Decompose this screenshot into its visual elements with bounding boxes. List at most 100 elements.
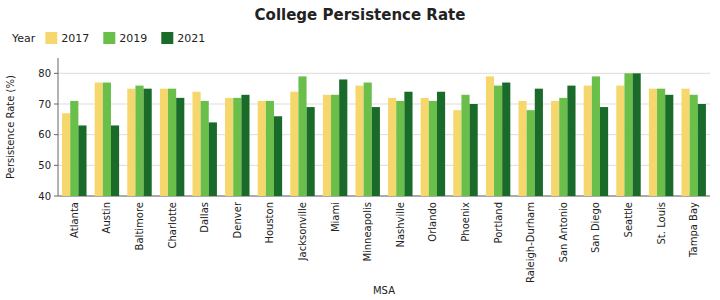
grid-line bbox=[58, 165, 710, 166]
bar bbox=[535, 89, 543, 196]
bar bbox=[339, 79, 347, 196]
bar bbox=[698, 104, 706, 196]
bar bbox=[95, 83, 103, 196]
grid-line bbox=[58, 104, 710, 105]
bar bbox=[429, 101, 437, 196]
bar bbox=[633, 73, 641, 196]
category-label: Denver bbox=[232, 201, 243, 238]
category-label: Portland bbox=[493, 202, 504, 243]
legend: Year 2017 2019 2021 bbox=[11, 32, 205, 45]
bar bbox=[144, 89, 152, 196]
bar bbox=[78, 125, 86, 196]
y-axis-line bbox=[58, 58, 59, 196]
legend-label: 2017 bbox=[61, 32, 89, 45]
legend-title: Year bbox=[11, 32, 36, 45]
category-label: St. Louis bbox=[656, 202, 667, 244]
bar bbox=[616, 86, 624, 196]
category-label: Seattle bbox=[623, 202, 634, 237]
bar bbox=[559, 98, 567, 196]
tick-mark bbox=[54, 104, 58, 105]
bar bbox=[201, 101, 209, 196]
bar bbox=[592, 76, 600, 196]
bar bbox=[70, 101, 78, 196]
bar bbox=[298, 76, 306, 196]
bar bbox=[176, 98, 184, 196]
bar bbox=[274, 116, 282, 196]
bar bbox=[518, 101, 526, 196]
category-label: Atlanta bbox=[69, 202, 80, 238]
bar bbox=[502, 83, 510, 196]
bar bbox=[624, 73, 632, 196]
tick-mark bbox=[54, 73, 58, 74]
bar bbox=[307, 107, 315, 196]
grid-line bbox=[58, 196, 710, 197]
bar bbox=[437, 92, 445, 196]
title: College Persistence Rate bbox=[255, 6, 466, 24]
bar bbox=[168, 89, 176, 196]
tick-mark bbox=[54, 134, 58, 135]
legend-swatch bbox=[103, 32, 115, 44]
bar bbox=[584, 86, 592, 196]
category-label: Austin bbox=[101, 202, 112, 233]
bar bbox=[404, 92, 412, 196]
bar bbox=[461, 95, 469, 196]
tick-label: 70 bbox=[38, 99, 51, 110]
category-label: Raleigh-Durham bbox=[525, 202, 536, 283]
bar bbox=[135, 86, 143, 196]
bar bbox=[233, 98, 241, 196]
bars bbox=[62, 73, 706, 196]
bar bbox=[323, 95, 331, 196]
bar bbox=[657, 89, 665, 196]
category-label: Phoenix bbox=[460, 202, 471, 242]
bar bbox=[103, 83, 111, 196]
tick-label: 50 bbox=[38, 160, 51, 171]
bar bbox=[551, 101, 559, 196]
bar bbox=[62, 113, 70, 196]
x-axis-label: MSA bbox=[373, 285, 395, 296]
tick-label: 40 bbox=[38, 191, 51, 202]
bar bbox=[681, 89, 689, 196]
bar bbox=[266, 101, 274, 196]
bar bbox=[486, 76, 494, 196]
bar bbox=[470, 104, 478, 196]
bar bbox=[453, 110, 461, 196]
legend-label: 2021 bbox=[177, 32, 205, 45]
tick-mark bbox=[54, 165, 58, 166]
tick-mark bbox=[54, 196, 58, 197]
category-label: San Diego bbox=[590, 202, 601, 253]
bar bbox=[665, 95, 673, 196]
category-label: Jacksonville bbox=[297, 202, 308, 261]
bar bbox=[192, 92, 200, 196]
legend-label: 2019 bbox=[119, 32, 147, 45]
category-label: Miami bbox=[330, 202, 341, 232]
chart: College Persistence Rate4050607080Persis… bbox=[0, 0, 720, 300]
bar bbox=[241, 95, 249, 196]
bar bbox=[600, 107, 608, 196]
grid-line bbox=[58, 73, 710, 74]
bar bbox=[290, 92, 298, 196]
bar bbox=[567, 86, 575, 196]
bar bbox=[421, 98, 429, 196]
category-label: Dallas bbox=[199, 202, 210, 233]
tick-label: 80 bbox=[38, 68, 51, 79]
bar bbox=[494, 86, 502, 196]
category-label: San Antonio bbox=[558, 202, 569, 262]
y-axis-label: Persistence Rate (%) bbox=[5, 75, 16, 179]
category-label: Houston bbox=[264, 202, 275, 244]
bar bbox=[690, 95, 698, 196]
bar bbox=[111, 125, 119, 196]
bar bbox=[160, 89, 168, 196]
x-axis-line bbox=[58, 196, 710, 197]
legend-swatch bbox=[161, 32, 173, 44]
bar bbox=[396, 101, 404, 196]
category-label: Charlotte bbox=[167, 202, 178, 248]
bar bbox=[225, 98, 233, 196]
bar bbox=[527, 110, 535, 196]
category-label: Orlando bbox=[427, 202, 438, 242]
bar bbox=[649, 89, 657, 196]
bar bbox=[355, 86, 363, 196]
category-label: Nashville bbox=[395, 202, 406, 248]
bar bbox=[372, 107, 380, 196]
grid bbox=[58, 73, 710, 196]
grid-line bbox=[58, 134, 710, 135]
